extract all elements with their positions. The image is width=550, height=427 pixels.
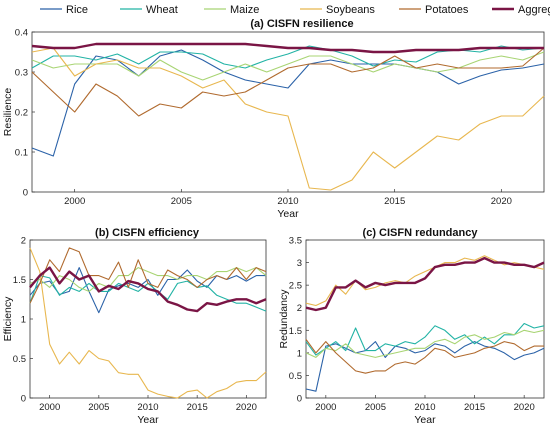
panel-c-ylabel: Redundancy: [278, 289, 290, 349]
panel-c-xtick-label: 2005: [365, 402, 386, 413]
panel-c-title: (c) CISFN redundancy: [363, 227, 479, 239]
panel-b-xtick-label: 2020: [236, 402, 257, 413]
panel-a-ytick-label: 0.2: [15, 108, 28, 119]
panel-b-series-wheat: [29, 275, 267, 312]
panel-a-ytick-label: 0.3: [15, 68, 28, 79]
panel-c-series-rice: [305, 341, 545, 392]
panel-c: (c) CISFN redundancy 2000 2005 2010 2015 202…: [278, 227, 545, 426]
legend-label-rice: Rice: [66, 4, 88, 16]
panel-b-ylabel: Efficiency: [2, 296, 14, 341]
legend-label-soybeans: Soybeans: [326, 4, 375, 16]
panel-a-series-potatoes: [31, 47, 545, 117]
panel-c-xlabel: Year: [414, 414, 436, 426]
panel-b-ytick-label: 1.5: [13, 275, 26, 286]
panel-b-ytick-label: 1: [21, 315, 26, 326]
panel-b-series-maize: [29, 267, 267, 292]
legend-label-wheat: Wheat: [146, 4, 178, 16]
panel-c-ytick-label: 1.5: [289, 326, 302, 337]
panel-a-series-soybeans: [31, 47, 545, 191]
legend-label-aggregated: Aggregated: [518, 4, 550, 16]
panel-c-ytick-label: 0.5: [289, 371, 302, 382]
panel-c-ytick-label: 3.5: [289, 236, 302, 247]
panel-a-series-rice: [31, 49, 545, 157]
panel-b-xtick-label: 2005: [88, 402, 109, 413]
legend-label-potatoes: Potatoes: [425, 4, 469, 16]
panel-c-series-potatoes: [305, 338, 544, 374]
panel-c-ytick-label: 2.5: [289, 281, 302, 292]
panel-a-title: (a) CISFN resilience: [250, 18, 353, 30]
panel-c-series-soybeans: [305, 255, 545, 307]
panel-a-ylabel: Resilience: [2, 88, 14, 137]
panel-c-xtick-label: 2015: [464, 402, 485, 413]
panel-b-series-aggregated: [29, 266, 267, 313]
panel-c-series-wheat: [305, 322, 545, 356]
panel-a-ytick-label: 0: [23, 188, 28, 199]
panel-a-ytick-label: 0.1: [15, 148, 28, 159]
panel-c-series-maize: [305, 329, 545, 358]
panel-a: (a) CISFN resilience 2000 2005 2010 2015 202…: [2, 18, 545, 220]
panel-c-ytick-label: 1: [297, 348, 302, 359]
panel-c-series-aggregated: [305, 256, 545, 312]
panel-a-xtick-label: 2005: [171, 196, 192, 207]
panel-b-ytick-label: 2: [21, 236, 26, 247]
panel-a-xtick-label: 2000: [64, 196, 85, 207]
legend: Rice Wheat Maize Soybeans Potatoes Aggregated: [40, 4, 550, 16]
panel-b-xtick-label: 2010: [137, 402, 158, 413]
panel-b-frame: [29, 239, 267, 399]
legend-label-maize: Maize: [230, 4, 259, 16]
panel-b-xtick-label: 2015: [187, 402, 208, 413]
panel-a-xlabel: Year: [277, 208, 299, 220]
panel-b-title: (b) CISFN efficiency: [95, 227, 200, 239]
panel-c-ytick-label: 0: [297, 394, 302, 405]
panel-a-xtick-label: 2020: [491, 196, 512, 207]
panel-c-ytick-label: 3: [297, 258, 302, 269]
panel-a-xtick-label: 2015: [384, 196, 405, 207]
panel-b-series-potatoes: [29, 247, 267, 304]
panel-b-xlabel: Year: [137, 414, 159, 426]
panel-b-ytick-label: 0: [21, 394, 26, 405]
panel-a-ytick-label: 0.4: [15, 28, 28, 39]
panel-c-xtick-label: 2020: [514, 402, 535, 413]
panel-b: (b) CISFN efficiency 2000 2005 2010 2015 202…: [2, 227, 267, 426]
panel-c-ytick-label: 2: [297, 303, 302, 314]
panel-b-ytick-label: 0.5: [13, 354, 26, 365]
panel-c-xtick-label: 2010: [414, 402, 435, 413]
panel-b-series-soybeans: [29, 247, 267, 399]
panel-a-xtick-label: 2010: [277, 196, 298, 207]
panel-a-series-aggregated: [31, 42, 544, 54]
panel-c-xtick-label: 2000: [315, 402, 336, 413]
panel-b-xtick-label: 2000: [39, 402, 60, 413]
